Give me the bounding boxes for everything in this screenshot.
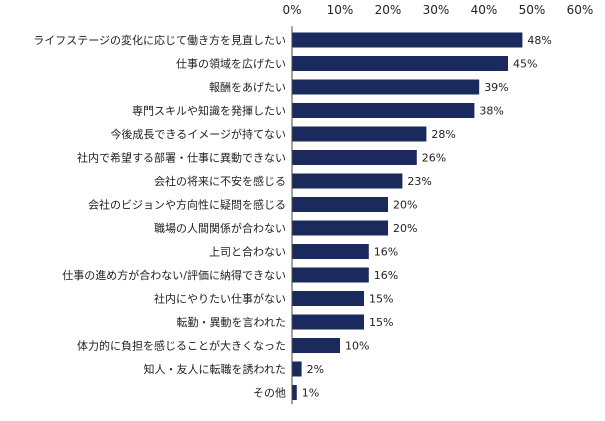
value-label: 48% — [527, 34, 551, 47]
value-label: 15% — [369, 316, 393, 329]
x-tick-label: 20% — [375, 3, 402, 17]
bar — [292, 220, 388, 236]
x-tick-label: 10% — [327, 3, 354, 17]
bar — [292, 32, 523, 48]
category-label: 転勤・異動を言われた — [177, 315, 286, 329]
value-label: 38% — [479, 105, 503, 118]
value-labels: 48%45%39%38%28%26%23%20%20%16%16%15%15%1… — [302, 34, 552, 400]
x-tick-label: 60% — [567, 3, 594, 17]
x-tick-label: 40% — [471, 3, 498, 17]
x-tick-label: 30% — [423, 3, 450, 17]
bar — [292, 197, 388, 212]
category-label: 報酬をあげたい — [209, 81, 286, 94]
value-label: 45% — [513, 58, 537, 71]
x-axis-ticks: 0% 10% 20% 30% 40% 50% 60% — [282, 3, 593, 17]
bar — [292, 385, 297, 400]
category-label: 今後成長できるイメージが持てない — [110, 127, 286, 141]
x-tick-label: 50% — [519, 3, 546, 17]
category-label: その他 — [253, 387, 286, 400]
value-label: 20% — [393, 199, 417, 212]
value-label: 16% — [374, 269, 398, 282]
bar — [292, 56, 508, 71]
value-label: 20% — [393, 222, 417, 235]
category-label: 社内にやりたい仕事がない — [154, 292, 286, 306]
category-label: 仕事の進め方が合わない/評価に納得できない — [62, 268, 286, 282]
value-label: 15% — [369, 293, 393, 306]
category-labels: ライフステージの変化に応じて働き方を見直したい仕事の領域を広げたい報酬をあげたい… — [33, 33, 286, 400]
value-label: 23% — [407, 175, 431, 188]
bar — [292, 361, 302, 377]
bar — [292, 338, 340, 353]
category-label: ライフステージの変化に応じて働き方を見直したい — [33, 33, 286, 47]
value-label: 10% — [345, 340, 369, 353]
bar — [292, 126, 427, 142]
category-label: 上司と合わない — [209, 245, 286, 259]
bar — [292, 314, 364, 330]
category-label: 社内で希望する部署・仕事に異動できない — [77, 151, 286, 165]
value-label: 28% — [431, 128, 455, 141]
bars-group — [292, 32, 523, 400]
value-label: 26% — [422, 152, 446, 165]
value-label: 39% — [484, 81, 508, 94]
value-label: 2% — [307, 363, 324, 376]
value-label: 16% — [374, 246, 398, 259]
x-tick-label: 0% — [282, 3, 301, 17]
category-label: 会社の将来に不安を感じる — [154, 174, 286, 188]
bar — [292, 267, 369, 283]
bar — [292, 150, 417, 165]
category-label: 仕事の領域を広げたい — [176, 57, 286, 71]
bar — [292, 291, 364, 306]
category-label: 体力的に負担を感じることが大きくなった — [77, 339, 286, 353]
bar — [292, 244, 369, 259]
category-label: 知人・友人に転職を誘われた — [144, 362, 286, 376]
value-label: 1% — [302, 387, 319, 400]
category-label: 専門スキルや知識を発揮したい — [132, 104, 286, 118]
bar — [292, 79, 480, 95]
category-label: 会社のビジョンや方向性に疑問を感じる — [88, 198, 286, 212]
category-label: 職場の人間関係が合わない — [154, 221, 286, 235]
bar — [292, 173, 403, 189]
bar — [292, 103, 475, 118]
